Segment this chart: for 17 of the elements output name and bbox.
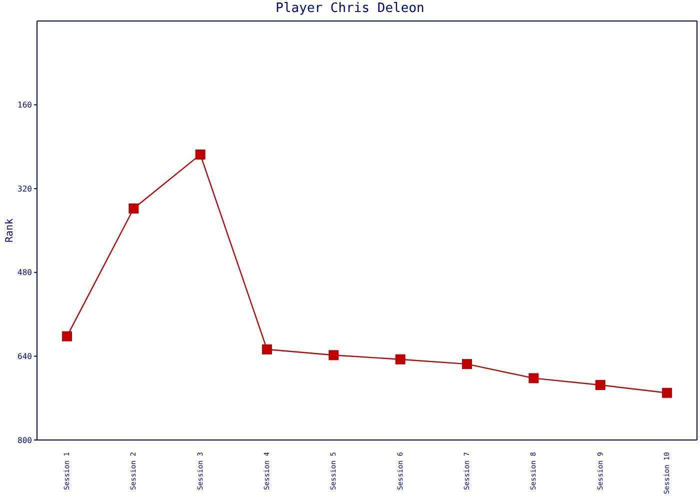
point <box>195 150 206 160</box>
point <box>395 354 406 364</box>
point <box>528 373 539 384</box>
y-axis-title: Rank <box>4 218 16 243</box>
chart-title: Player Chris Deleon <box>274 1 426 16</box>
y-tick-label: 640 <box>18 352 32 362</box>
y-tick-label: 320 <box>18 184 32 194</box>
point <box>128 204 139 214</box>
y-tick-label: 800 <box>18 436 32 445</box>
y-tick-label: 160 <box>18 100 32 110</box>
point <box>62 331 72 342</box>
point <box>262 344 272 354</box>
point <box>662 388 672 398</box>
point <box>462 359 472 370</box>
y-tick-label: 480 <box>18 268 32 278</box>
point <box>328 350 339 360</box>
point <box>595 380 606 390</box>
